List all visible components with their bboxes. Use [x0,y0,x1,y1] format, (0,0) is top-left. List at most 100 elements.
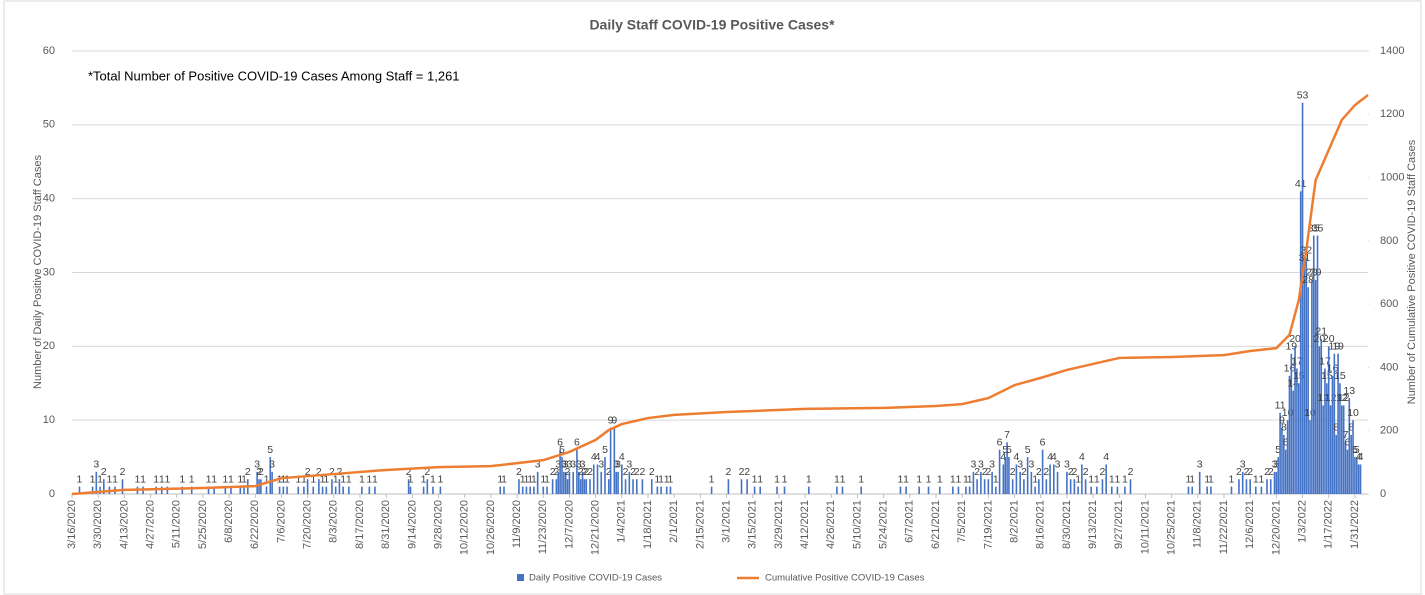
data-label: 3 [555,459,561,471]
data-label: 1 [858,473,864,485]
x-tick-label: 5/10/2021 [851,500,863,549]
data-label: 5 [1354,444,1360,456]
bar [1124,486,1126,494]
data-label: 1 [153,473,159,485]
x-tick-label: 6/22/2020 [249,500,261,549]
data-label: 12 [1338,392,1350,404]
data-label: 1 [709,473,715,485]
x-tick-label: 7/6/2020 [275,500,287,543]
data-label: 2 [985,466,991,478]
bar [331,479,333,494]
data-label: 1 [916,473,922,485]
data-label: 4 [595,451,601,463]
data-label: 1 [366,473,372,485]
bar [286,486,288,494]
bar [1284,449,1287,494]
data-label: 2 [639,466,645,478]
bar [1245,479,1248,494]
bar [546,486,548,494]
bar [368,486,371,494]
bar [1034,486,1036,494]
bar [1322,405,1324,494]
data-label: 3 [576,459,582,471]
bar [1286,420,1289,494]
data-label: 8 [1333,422,1339,434]
x-tick-label: 3/1/2021 [720,500,732,543]
bar [1296,368,1298,494]
y2-tick-label: 600 [1380,298,1398,310]
bar [347,486,350,494]
data-label: 3 [1272,459,1278,471]
x-tick-label: 10/25/2021 [1166,500,1178,555]
data-label: 2 [982,466,988,478]
data-label: 19 [1285,340,1297,352]
bar [1129,479,1132,494]
data-label: 6 [1040,436,1046,448]
bar [641,479,644,494]
bar [334,486,337,494]
data-label: 12 [1325,392,1337,404]
bar [1260,486,1263,494]
bar [621,464,623,494]
data-label: 1 [222,473,228,485]
data-label: 1 [320,473,326,485]
bar [536,471,539,494]
bar [927,486,930,494]
data-label: 2 [305,466,311,478]
bar [542,486,545,494]
data-label: 3 [269,459,275,471]
bar [190,486,193,494]
data-label: 3 [598,459,604,471]
y-tick-label: 10 [43,414,55,426]
data-label: 10 [1304,407,1316,419]
data-label: 2 [1268,466,1274,478]
x-tick-label: 2/15/2021 [694,500,706,549]
y2-tick-label: 200 [1380,425,1398,437]
bar [1030,471,1033,494]
data-label: 2 [587,466,593,478]
bar [312,486,315,494]
bar [1053,464,1055,494]
data-label: 4 [1013,451,1019,463]
bar [555,479,558,494]
x-tick-label: 1/3/2022 [1296,500,1308,543]
bar [1011,479,1014,494]
bar [808,486,810,494]
data-label: 2 [1068,466,1074,478]
x-tick-label: 11/23/2020 [537,500,549,554]
data-label: 4 [1079,451,1085,463]
bar [615,471,618,494]
bar [583,479,586,494]
data-label: 53 [1297,89,1309,101]
bar [521,486,524,494]
bar [1326,383,1328,494]
data-label: 1 [950,473,956,485]
x-tick-label: 11/22/2021 [1218,500,1230,554]
bar [563,471,565,494]
data-label: 15 [1293,370,1305,382]
data-label: 1 [301,473,307,485]
bar [1266,479,1268,494]
bar [256,471,258,494]
data-label: 11 [1275,400,1286,412]
data-label: 5 [602,444,608,456]
data-label: 3 [970,459,976,471]
data-label: 4 [1000,451,1006,463]
data-label: 6 [997,436,1003,448]
bar [1077,486,1079,494]
data-label: 4 [1051,451,1057,463]
bar [99,486,101,494]
data-label: 1 [956,473,962,485]
data-label: 7 [1004,429,1010,441]
data-label: 3 [563,459,569,471]
data-label: 1 [135,473,141,485]
y-axis-label: Number of Daily Positive COVID-19 Staff … [32,155,44,389]
bar [1041,449,1044,494]
data-label: 2 [1236,466,1242,478]
x-tick-label: 3/15/2021 [747,500,759,549]
bar [207,486,210,494]
chart-frame [3,0,1422,595]
data-label: 9 [611,414,617,426]
bar [306,479,309,494]
data-label: 1 [112,473,118,485]
